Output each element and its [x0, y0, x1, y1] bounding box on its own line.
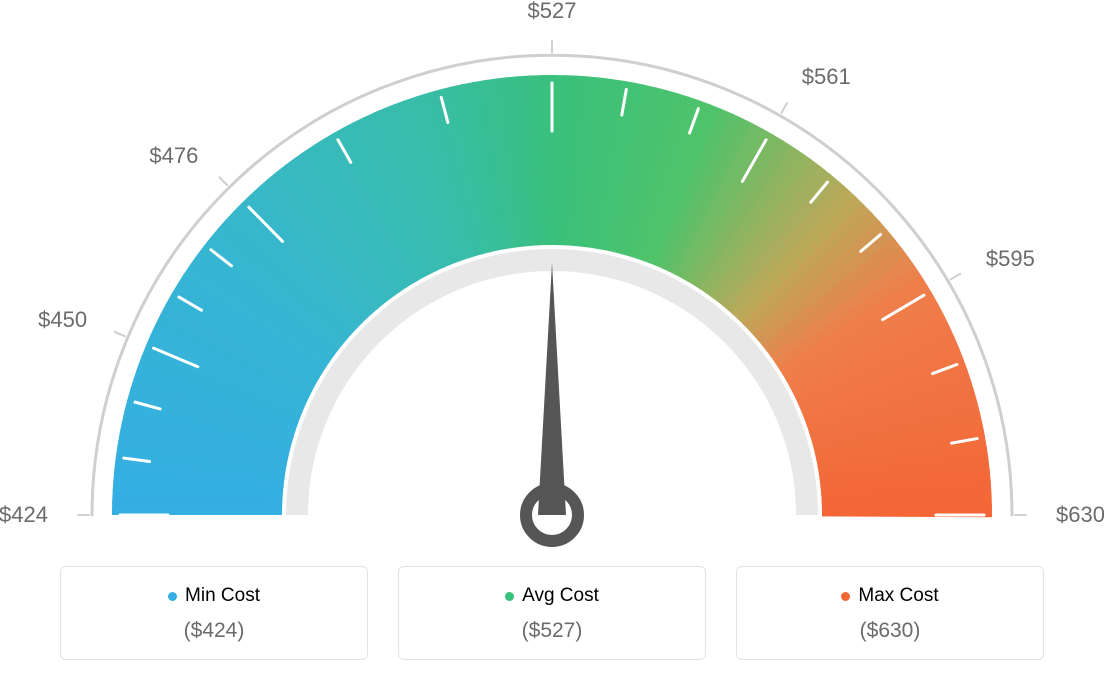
- gauge-tick-label: $630: [1056, 502, 1104, 528]
- gauge-tick-label: $595: [986, 246, 1035, 272]
- legend-card-min: Min Cost ($424): [60, 566, 368, 660]
- legend-card-max: Max Cost ($630): [736, 566, 1044, 660]
- gauge-tick-label: $424: [0, 502, 48, 528]
- legend-title-avg: Avg Cost: [505, 585, 599, 607]
- dot-icon: [505, 592, 514, 601]
- legend-value-max: ($630): [747, 619, 1033, 643]
- gauge-tick-label: $527: [528, 0, 577, 24]
- gauge-tick-label: $476: [149, 143, 198, 169]
- legend-value-avg: ($527): [409, 619, 695, 643]
- legend-label: Max Cost: [858, 585, 938, 607]
- legend-row: Min Cost ($424) Avg Cost ($527) Max Cost…: [60, 566, 1044, 660]
- legend-label: Min Cost: [185, 585, 260, 607]
- gauge-tick-label: $450: [38, 307, 87, 333]
- legend-title-min: Min Cost: [168, 585, 260, 607]
- legend-value-min: ($424): [71, 619, 357, 643]
- legend-card-avg: Avg Cost ($527): [398, 566, 706, 660]
- legend-label: Avg Cost: [522, 585, 599, 607]
- dot-icon: [168, 592, 177, 601]
- gauge-svg: [0, 0, 1104, 600]
- gauge-chart-container: $424 $450 $476 $527 $561 $595 $630 Min Cost ($…: [0, 0, 1104, 690]
- gauge-tick-label: $561: [802, 64, 851, 90]
- dot-icon: [841, 592, 850, 601]
- legend-title-max: Max Cost: [841, 585, 938, 607]
